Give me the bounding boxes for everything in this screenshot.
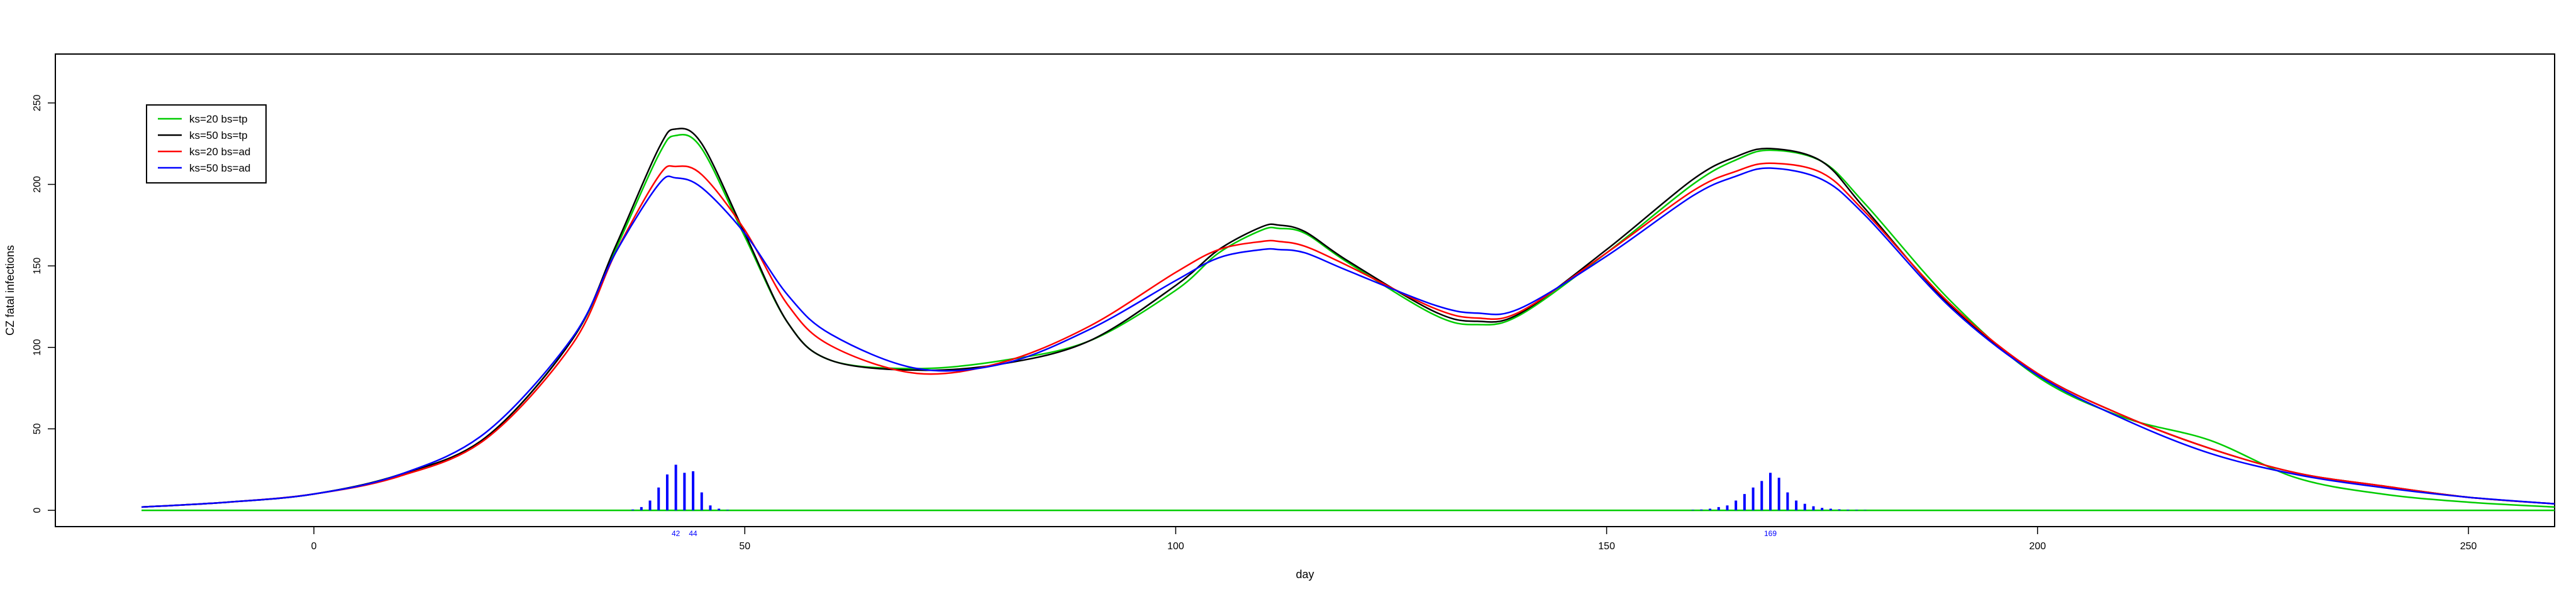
legend: ks=20 bs=tp ks=50 bs=tp ks=20 bs=ad ks=50 b… — [146, 104, 267, 183]
series-line-4 — [141, 167, 2555, 508]
spike-layer: 42 44 169 — [631, 464, 1867, 538]
x-tick-label: 100 — [1167, 541, 1184, 552]
legend-label: ks=20 bs=ad — [189, 146, 250, 158]
series-layer — [141, 128, 2555, 512]
legend-label: ks=50 bs=ad — [189, 162, 250, 174]
x-tick-label: 50 — [739, 541, 750, 552]
x-tick-label: 0 — [311, 541, 317, 552]
plot-frame — [55, 53, 2555, 527]
x-tick-label: 150 — [1598, 541, 1615, 552]
legend-box — [146, 104, 267, 183]
y-tick-label: 0 — [32, 508, 43, 513]
y-tick-label: 200 — [32, 176, 43, 193]
y-tick-label: 50 — [32, 423, 43, 434]
series-line-3 — [141, 162, 2555, 508]
y-tick-label: 250 — [32, 94, 43, 111]
y-tick-label: 100 — [32, 339, 43, 356]
legend-label: ks=50 bs=tp — [189, 129, 248, 141]
plot-area: 42 44 169 0 50 100 150 200 250 0 50 100 150 200 250 k… — [32, 53, 2555, 552]
spike-label: 169 — [1764, 529, 1777, 538]
x-tick-label: 250 — [2460, 541, 2477, 552]
spike-label: 44 — [689, 529, 697, 538]
legend-label: ks=20 bs=tp — [189, 113, 248, 125]
y-axis-label: CZ fatal infections — [4, 245, 16, 336]
spike-label: 42 — [672, 529, 680, 538]
x-axis-label: day — [1296, 568, 1314, 581]
x-tick-label: 200 — [2029, 541, 2046, 552]
axis-layer: 0 50 100 150 200 250 0 50 100 150 200 250 — [32, 94, 2477, 552]
y-tick-label: 150 — [32, 258, 43, 275]
